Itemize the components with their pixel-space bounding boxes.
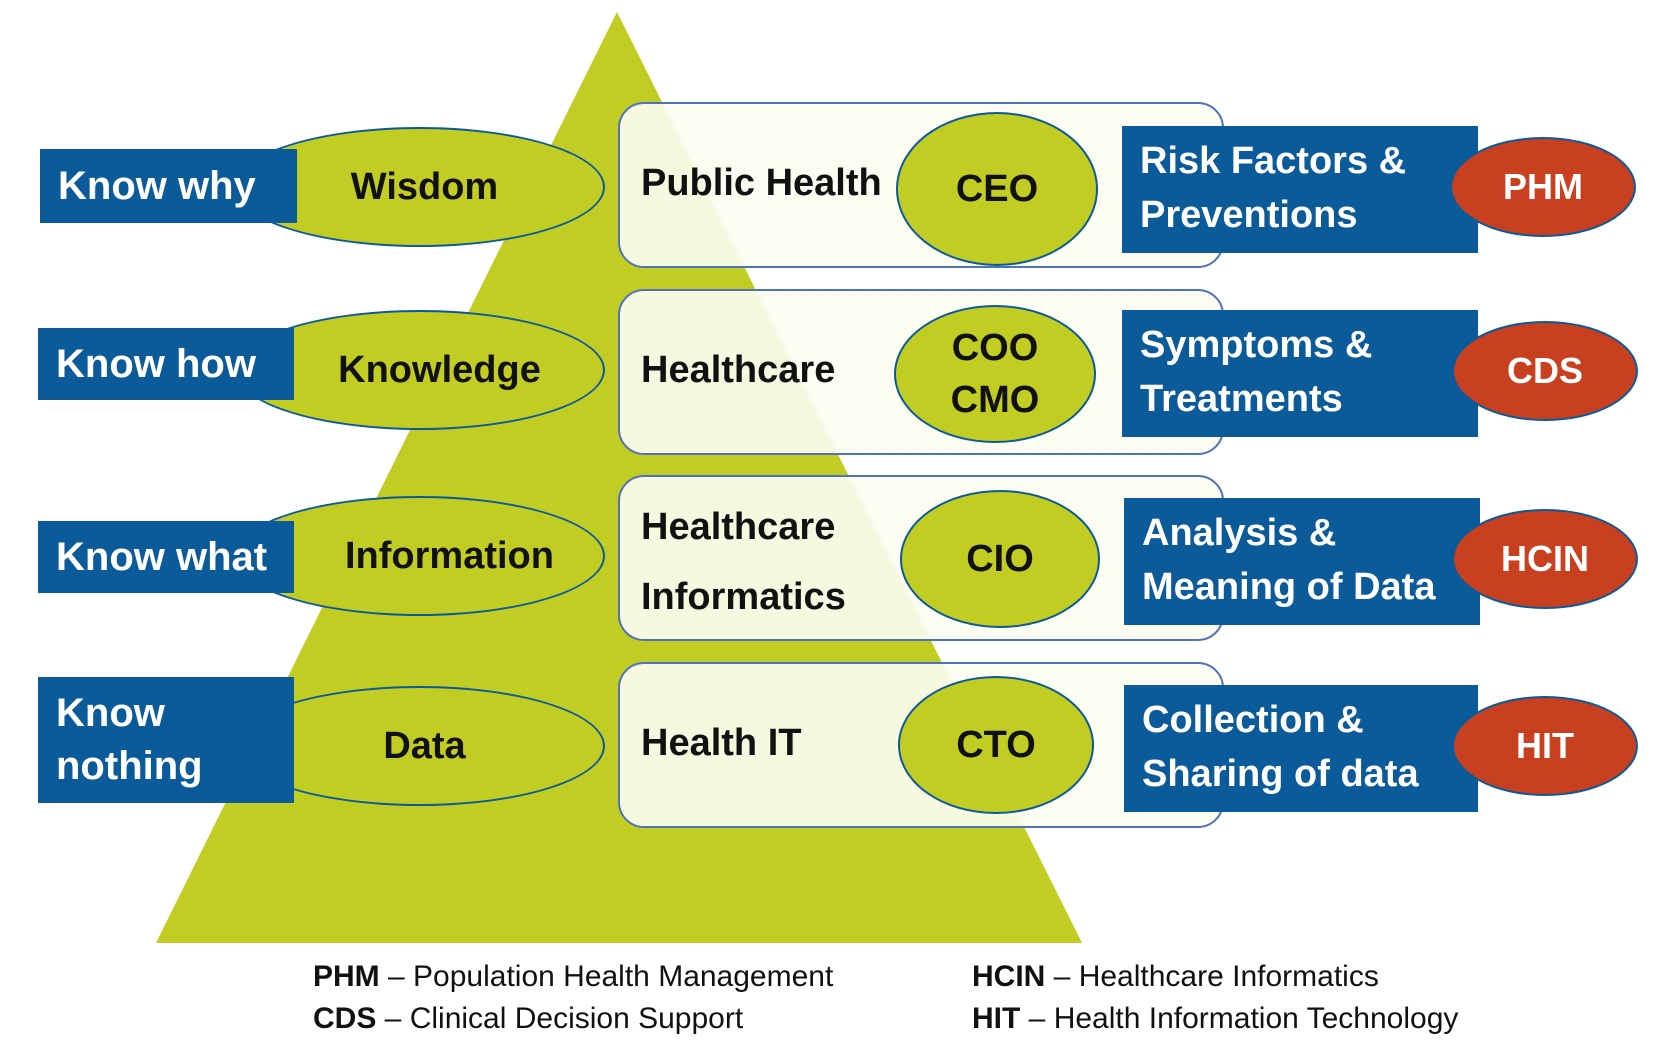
focus-box-analysis: Analysis & Meaning of Data	[1124, 498, 1480, 625]
domain-label-public-health: Public Health	[641, 162, 882, 204]
focus-box-symptoms: Symptoms & Treatments	[1122, 310, 1478, 437]
dikw-label: Wisdom	[350, 165, 499, 208]
know-label-line: Know	[56, 691, 165, 735]
abbr-label: HIT	[1516, 725, 1574, 766]
dikw-oval-knowledge: Knowledge	[234, 310, 605, 430]
abbr-label: CDS	[1506, 350, 1583, 391]
focus-box-risk-factors: Risk Factors & Preventions	[1122, 126, 1478, 253]
role-label: CTO	[956, 724, 1036, 766]
abbr-oval-hit: HIT	[1452, 696, 1638, 796]
abbr-oval-hcin: HCIN	[1452, 509, 1638, 609]
role-label: COO	[951, 327, 1039, 369]
abbr-label: PHM	[1503, 166, 1583, 207]
know-box-what: Know what	[38, 521, 294, 593]
domain-label-healthcare-informatics: Healthcare Informatics	[641, 506, 846, 618]
role-oval-cio: CIO	[900, 490, 1100, 628]
know-label: Know what	[56, 534, 268, 579]
dikw-label: Knowledge	[338, 348, 541, 391]
dikw-label: Information	[345, 534, 554, 577]
role-oval-cto: CTO	[898, 676, 1094, 814]
know-label: Know how	[56, 341, 256, 386]
focus-box-collection: Collection & Sharing of data	[1124, 685, 1478, 812]
role-oval-coo-cmo: COO CMO	[894, 305, 1096, 443]
domain-label-healthcare: Healthcare	[641, 349, 836, 391]
know-box-why: Know why	[40, 149, 297, 223]
dikw-oval-information: Information	[234, 496, 605, 616]
dikw-label: Data	[383, 724, 466, 767]
know-box-how: Know how	[38, 328, 294, 400]
role-label: CEO	[955, 168, 1039, 210]
role-oval-ceo: CEO	[896, 112, 1098, 266]
abbr-label: HCIN	[1501, 538, 1589, 579]
domain-label-health-it: Health IT	[641, 722, 802, 764]
legend-item-hcin: HCIN – Healthcare Informatics	[972, 960, 1379, 993]
role-label: CMO	[950, 379, 1040, 421]
role-label: CIO	[966, 538, 1034, 580]
abbr-oval-phm: PHM	[1450, 137, 1636, 237]
dikw-oval-data: Data	[234, 686, 605, 806]
legend-item-hit: HIT – Health Information Technology	[972, 1002, 1459, 1035]
legend-item-phm: PHM – Population Health Management	[313, 960, 834, 993]
know-box-nothing: Know nothing	[38, 677, 294, 803]
know-label-line: nothing	[56, 744, 203, 788]
legend-item-cds: CDS – Clinical Decision Support	[313, 1002, 744, 1035]
know-label: Know why	[58, 163, 256, 208]
abbr-oval-cds: CDS	[1452, 321, 1638, 421]
